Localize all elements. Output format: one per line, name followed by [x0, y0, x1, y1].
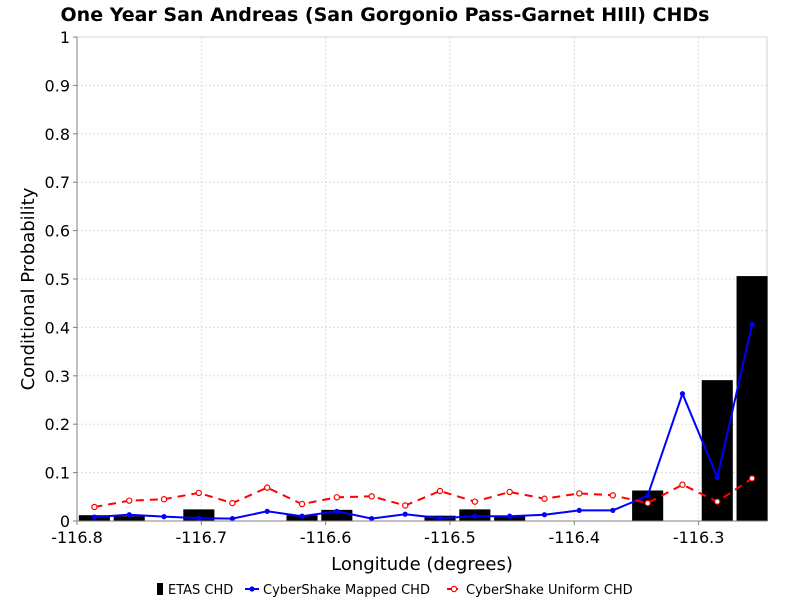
cybershake-mapped-point: [229, 515, 236, 522]
cybershake-uniform-point: [576, 490, 583, 497]
cybershake-uniform-point: [195, 489, 203, 497]
x-tick-label: -116.7: [176, 528, 228, 547]
cybershake-uniform-point: [91, 503, 98, 511]
cybershake-mapped-point: [299, 513, 305, 519]
cybershake-mapped-point: [91, 514, 98, 520]
cybershake-uniform-point: [333, 494, 341, 501]
y-tick-label: 0.3: [45, 367, 70, 386]
legend-entry-label: CyberShake Uniform CHD: [466, 583, 633, 598]
y-axis-label: Conditional Probability: [18, 187, 39, 390]
cybershake-mapped-point: [679, 391, 686, 397]
cybershake-mapped-point: [645, 493, 651, 499]
cybershake-uniform-point: [748, 475, 756, 482]
cybershake-mapped-point: [541, 512, 548, 518]
x-tick-label: -116.8: [51, 528, 103, 547]
etas-bar: [113, 516, 145, 521]
legend-entry-label: ETAS CHD: [168, 583, 233, 598]
cybershake-mapped-point: [402, 511, 408, 517]
legend-entry-label: CyberShake Mapped CHD: [263, 583, 430, 598]
cybershake-uniform-point: [402, 502, 409, 509]
cybershake-mapped-point: [369, 515, 375, 522]
y-tick-label: 0.4: [45, 318, 70, 337]
cybershake-uniform-point: [644, 499, 651, 507]
cybershake-mapped-point: [576, 507, 582, 513]
y-tick-label: 1: [60, 28, 70, 47]
chart-title: One Year San Andreas (San Gorgonio Pass-…: [61, 4, 710, 26]
cybershake-uniform-point: [679, 481, 686, 488]
cybershake-mapped-point: [610, 507, 616, 513]
y-tick-label: 0: [60, 512, 70, 531]
cybershake-mapped-point: [714, 474, 720, 481]
etas-bar: [321, 509, 353, 521]
x-tick-label: -116.5: [424, 528, 476, 547]
etas-bar: [183, 509, 215, 521]
y-tick-label: 0.2: [45, 415, 70, 434]
y-tick-label: 0.7: [45, 173, 70, 192]
x-tick-label: -116.4: [549, 528, 601, 547]
series-lines: [91, 321, 756, 522]
cybershake-mapped-point: [749, 321, 755, 328]
legend-swatch-etas: [157, 583, 163, 595]
y-tick-label: 0.5: [45, 270, 70, 289]
cybershake-uniform-point: [609, 492, 617, 499]
cybershake-mapped-point: [196, 515, 202, 521]
cybershake-uniform-point: [264, 484, 271, 491]
y-tick-label: 0.1: [45, 464, 70, 483]
y-tick-label: 0.9: [45, 76, 70, 95]
axes: 0 0.1 0.2 0.3 0.4 0.5 0.6 0.7 0.8 0.9 1 -116.8 -116.…: [45, 28, 767, 547]
legend-swatch-marker: [249, 586, 255, 592]
cybershake-mapped-line: [94, 324, 754, 520]
cybershake-uniform-point: [368, 493, 375, 500]
cybershake-uniform-point: [541, 495, 548, 502]
cybershake-mapped-point: [437, 515, 443, 521]
cybershake-mapped-point: [161, 514, 167, 520]
cybershake-uniform-point: [126, 497, 133, 504]
cybershake-mapped-point: [264, 508, 270, 514]
cybershake-uniform-point: [471, 498, 479, 505]
y-tick-label: 0.6: [45, 222, 70, 241]
x-axis-label: Longitude (degrees): [331, 554, 513, 575]
cybershake-mapped-point: [472, 513, 478, 519]
x-tick-label: -116.3: [673, 528, 725, 547]
cybershake-uniform-point: [160, 496, 168, 503]
x-tick-label: -116.6: [300, 528, 352, 547]
legend: ETAS CHD CyberShake Mapped CHD CyberShake …: [157, 583, 633, 598]
cybershake-mapped-point: [334, 508, 340, 514]
cybershake-uniform-point: [436, 487, 444, 495]
legend-swatch-marker: [450, 585, 458, 593]
etas-bar: [736, 276, 768, 521]
cybershake-uniform-point: [229, 499, 236, 507]
cybershake-mapped-point: [126, 512, 132, 518]
cybershake-uniform-point: [714, 498, 721, 505]
cybershake-uniform-point: [506, 488, 513, 496]
cybershake-mapped-point: [507, 513, 513, 519]
cybershake-uniform-point: [298, 500, 306, 508]
y-tick-label: 0.8: [45, 125, 70, 144]
cybershake-uniform-line: [94, 477, 753, 508]
